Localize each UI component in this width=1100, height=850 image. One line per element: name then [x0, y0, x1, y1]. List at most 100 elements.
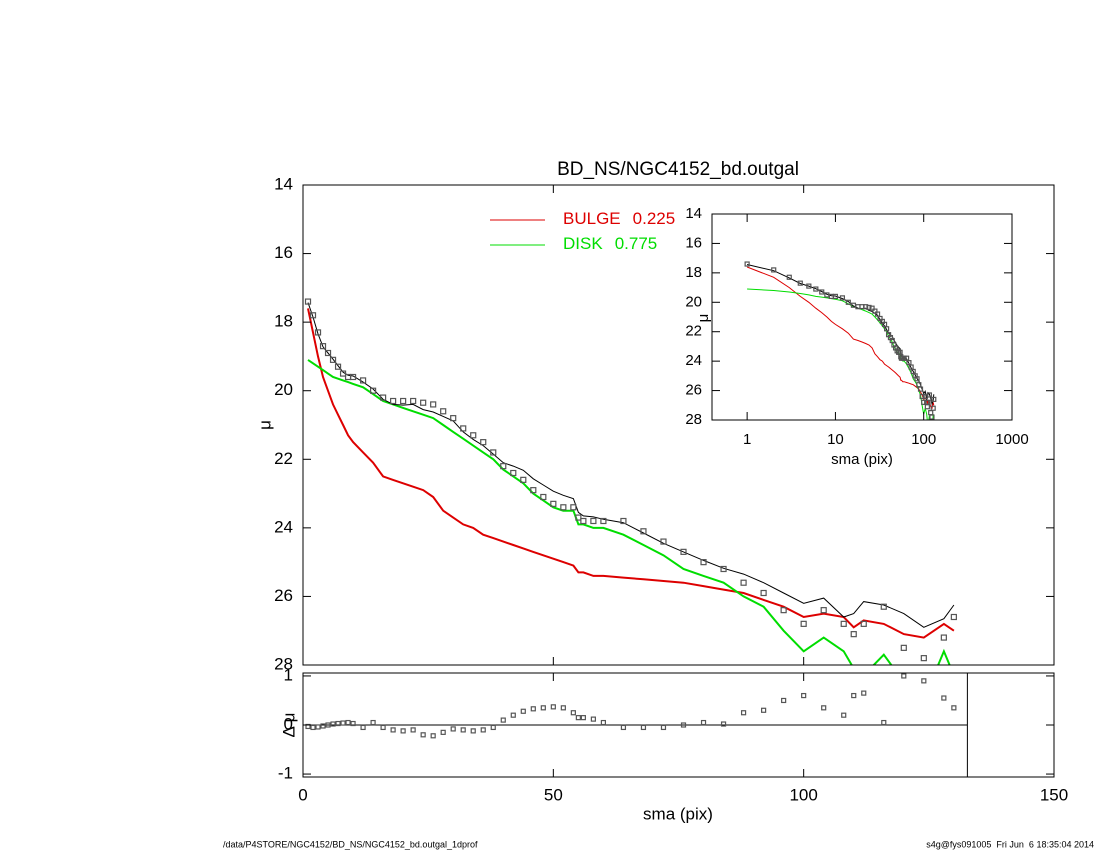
residual-point: [580, 715, 586, 721]
residual-point: [740, 710, 747, 716]
residual-point: [350, 720, 356, 727]
residual-point: [600, 719, 607, 726]
residual-point: [901, 673, 907, 679]
data-point: [640, 528, 647, 535]
residual-point: [420, 732, 426, 738]
y-tick-label: 18: [685, 264, 702, 281]
legend-fraction: 0.775: [615, 234, 658, 253]
y-tick-label: 20: [685, 293, 702, 310]
residual-point: [660, 724, 667, 731]
data-point: [819, 289, 825, 295]
plot-area: [303, 673, 968, 739]
data-point: [926, 392, 933, 398]
residual-point: [315, 724, 321, 730]
data-point: [390, 397, 397, 405]
data-point: [500, 463, 507, 470]
data-point: [380, 394, 387, 401]
legend-name: DISK: [563, 234, 603, 253]
x-tick-label: 50: [544, 785, 563, 804]
data-point: [860, 620, 867, 627]
residual-point: [360, 724, 366, 731]
data-point: [349, 373, 357, 381]
data-point: [410, 397, 417, 405]
residual-point: [881, 719, 887, 726]
component-line: [747, 288, 935, 420]
data-point: [329, 356, 337, 363]
data-point: [510, 469, 517, 477]
data-point: [924, 404, 930, 410]
x-tick-label: 1: [743, 431, 751, 448]
residual-point: [530, 706, 536, 712]
y-tick-label: 16: [685, 234, 702, 251]
data-point: [832, 293, 839, 299]
residual-point: [620, 724, 627, 731]
residual-point: [500, 717, 506, 723]
plot-area: [304, 298, 957, 665]
residual-point: [490, 724, 496, 731]
residual-point: [330, 721, 336, 727]
plot-frame: [302, 184, 1055, 666]
footer-right: s4g@fys091005 Fri Jun 6 18:35:04 2014: [926, 839, 1094, 849]
residual-point: [720, 721, 727, 727]
data-point: [560, 504, 567, 511]
data-point: [771, 267, 777, 273]
data-point: [575, 514, 582, 521]
residual-point: [325, 722, 331, 728]
residual-point: [470, 728, 476, 734]
data-point: [916, 382, 922, 388]
component-line: [307, 308, 955, 639]
data-point: [869, 305, 875, 311]
model-line: [307, 302, 955, 628]
data-point: [580, 517, 587, 525]
y-tick-label: 28: [685, 411, 702, 428]
data-point: [720, 565, 727, 573]
data-point: [570, 504, 577, 511]
residual-point: [851, 692, 857, 699]
x-tick-label: 1000: [995, 431, 1028, 448]
data-point: [780, 607, 787, 614]
residual-point: [841, 712, 847, 718]
model-line: [746, 264, 935, 406]
data-point: [339, 370, 347, 377]
residual-point: [440, 729, 446, 735]
data-point: [470, 432, 477, 439]
data-point: [590, 517, 597, 525]
data-point: [839, 295, 846, 301]
data-point: [925, 399, 931, 405]
residual-point: [570, 710, 576, 716]
residual-point: [821, 705, 827, 711]
data-point: [369, 387, 377, 394]
data-point: [309, 312, 317, 319]
residual-point: [540, 705, 546, 711]
residual-point: [861, 690, 867, 696]
data-point: [744, 261, 750, 267]
y-tick-label: 16: [274, 243, 293, 262]
data-point: [480, 439, 487, 446]
data-point: [680, 548, 687, 555]
x-axis-label: sma (pix): [643, 804, 713, 823]
residual-point: [400, 728, 406, 734]
y-tick-label: 22: [685, 323, 702, 340]
data-point: [850, 631, 857, 638]
residual-point: [345, 719, 351, 726]
y-axis-label: μ: [695, 314, 712, 323]
data-point: [314, 329, 322, 336]
data-point: [872, 308, 878, 314]
y-tick-label: 22: [274, 449, 293, 468]
data-point: [450, 415, 457, 422]
data-point: [620, 517, 627, 525]
residual-point: [680, 722, 687, 728]
x-tick-label: 10: [827, 431, 844, 448]
residual-point: [460, 727, 466, 733]
residual-point: [941, 695, 947, 701]
data-point: [319, 343, 327, 350]
residual-point: [305, 723, 311, 730]
residual-point: [430, 733, 436, 739]
residual-point: [380, 724, 386, 731]
data-point: [304, 298, 312, 305]
data-point: [520, 476, 527, 483]
residual-point: [520, 708, 526, 714]
data-point: [530, 487, 537, 494]
data-point: [950, 613, 957, 621]
residual-point: [410, 727, 416, 733]
